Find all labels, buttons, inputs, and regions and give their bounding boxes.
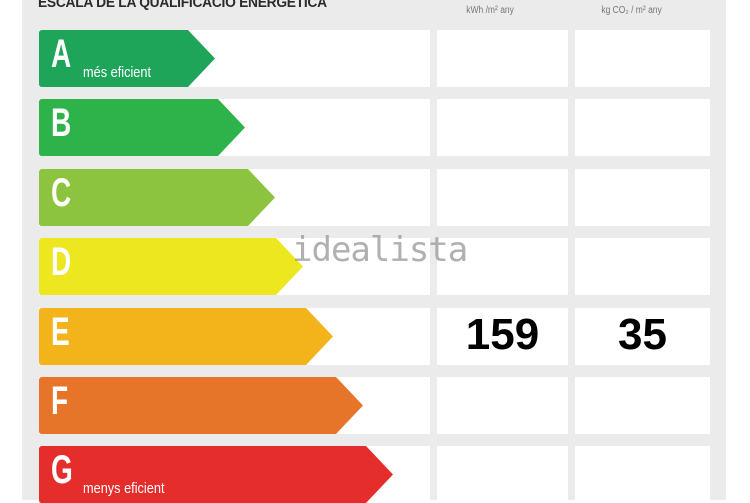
energy-cell-g xyxy=(437,446,568,503)
rating-arrow-a: A més eficient xyxy=(39,30,215,87)
rating-letter: D xyxy=(51,240,72,285)
scale-title: ESCALA DE LA QUALIFICACIÓ ENERGÈTICA xyxy=(38,0,327,11)
rating-arrow-c: C xyxy=(39,168,275,226)
idealista-watermark: idealista xyxy=(292,230,468,270)
emissions-value: 35 xyxy=(618,309,667,359)
rating-letter: B xyxy=(51,101,72,146)
arrow-shape xyxy=(39,307,333,365)
rating-label: menys eficient xyxy=(83,480,165,498)
emissions-cell-e xyxy=(575,307,710,365)
energy-cell-c xyxy=(437,168,568,226)
rating-letter: A xyxy=(51,32,72,76)
arrow-shape xyxy=(39,99,245,157)
arrow-shape xyxy=(39,238,303,296)
energy-cell-d xyxy=(437,238,568,296)
arrow-shape xyxy=(39,168,275,226)
energy-cell-f xyxy=(437,377,568,434)
emissions-cell-a xyxy=(575,30,710,87)
rating-arrow-b: B xyxy=(39,99,245,157)
energy-cell-e xyxy=(437,307,568,365)
emissions-unit-header: kg CO₂ / m² any xyxy=(601,5,662,16)
rating-arrow-f: F xyxy=(39,377,363,434)
arrow-shape xyxy=(39,30,215,87)
energy-unit-header: kWh /m² any xyxy=(466,5,514,16)
emissions-cell-g xyxy=(575,446,710,503)
rating-arrow-e: E xyxy=(39,307,333,365)
arrow-shape xyxy=(39,446,393,503)
emissions-cell-c xyxy=(575,168,710,226)
rating-arrow-d: D xyxy=(39,238,303,296)
energy-cell-b xyxy=(437,99,568,157)
rating-arrow-g: G menys eficient xyxy=(39,446,393,503)
emissions-cell-b xyxy=(575,99,710,157)
rating-letter: C xyxy=(51,170,72,215)
rating-letter: F xyxy=(51,379,69,423)
rating-letter: E xyxy=(51,309,70,354)
energy-value: 159 xyxy=(465,309,540,359)
emissions-cell-d xyxy=(575,238,710,296)
rating-label: més eficient xyxy=(83,64,152,81)
arrow-shape xyxy=(39,377,363,434)
emissions-cell-f xyxy=(575,377,710,434)
rating-letter: G xyxy=(51,448,73,493)
energy-cell-a xyxy=(437,30,568,87)
